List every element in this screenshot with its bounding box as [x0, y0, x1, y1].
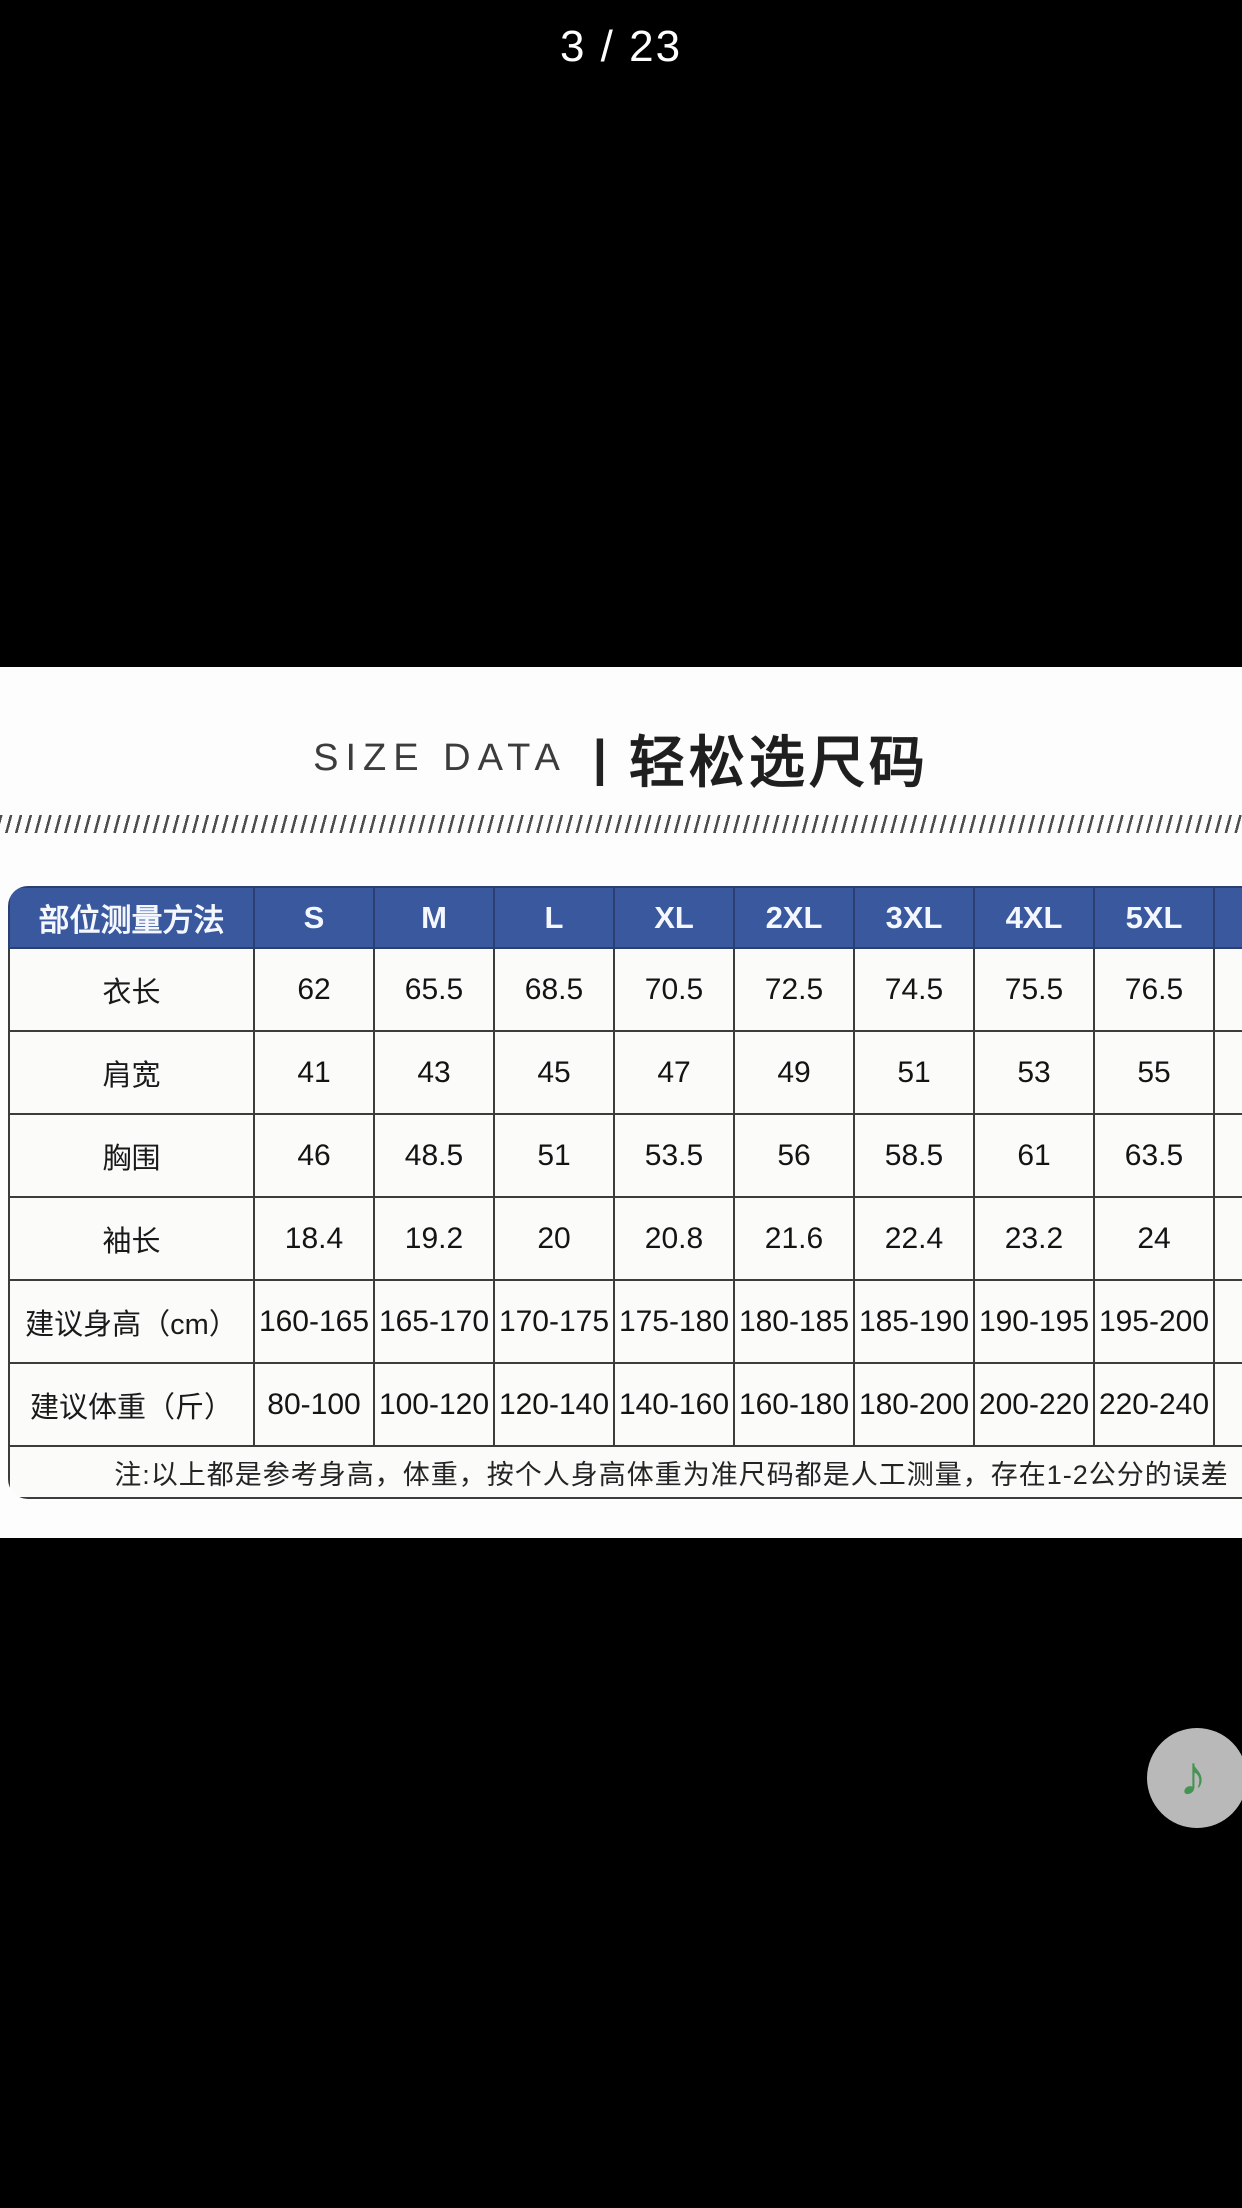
size-header-s: S: [253, 886, 375, 949]
table-cell: 62: [253, 947, 375, 1032]
table-cell: 61: [973, 1113, 1095, 1198]
table-cell: 80-100: [253, 1362, 375, 1447]
table-cell: 75.5: [973, 947, 1095, 1032]
table-cell: 53.5: [613, 1113, 735, 1198]
size-header-3xl: 3XL: [853, 886, 975, 949]
size-table-note-row: 注:以上都是参考身高，体重，按个人身高体重为准尺码都是人工测量，存在1-2公分的…: [8, 1445, 1242, 1499]
table-cell: 140-160: [613, 1362, 735, 1447]
size-table-container: 部位测量方法 S M L XL 2XL 3XL 4XL 5XL 衣长 62 65.5 68.5 70.…: [8, 886, 1242, 1499]
size-header-l: L: [493, 886, 615, 949]
table-cell: 160-180: [733, 1362, 855, 1447]
table-cell: 48.5: [373, 1113, 495, 1198]
table-cell: 175-180: [613, 1279, 735, 1364]
table-cell: 20.8: [613, 1196, 735, 1281]
size-header-2xl: 2XL: [733, 886, 855, 949]
table-cell: 180-185: [733, 1279, 855, 1364]
table-cell: 46: [253, 1113, 375, 1198]
table-cell: 200-220: [973, 1362, 1095, 1447]
table-cell: 74.5: [853, 947, 975, 1032]
table-cell: 23.2: [973, 1196, 1095, 1281]
table-cell: 63.5: [1093, 1113, 1215, 1198]
page-indicator: 3 / 23: [559, 22, 683, 71]
table-cell: 65.5: [373, 947, 495, 1032]
table-cell-clipped: 2: [1213, 1279, 1242, 1364]
table-cell: 68.5: [493, 947, 615, 1032]
table-row: 肩宽 41 43 45 47 49 51 53 55: [8, 1030, 1242, 1115]
table-cell-clipped: [1213, 1030, 1242, 1115]
table-cell-clipped: [1213, 947, 1242, 1032]
size-chart-title: SIZE DATA | 轻松选尺码: [0, 723, 1242, 794]
table-cell: 51: [493, 1113, 615, 1198]
table-cell: 170-175: [493, 1279, 615, 1364]
table-row: 衣长 62 65.5 68.5 70.5 72.5 74.5 75.5 76.5: [8, 947, 1242, 1032]
table-row: 建议身高（cm） 160-165 165-170 170-175 175-180 180-…: [8, 1279, 1242, 1364]
table-cell: 49: [733, 1030, 855, 1115]
row-label: 袖长: [8, 1196, 255, 1281]
table-row: 胸围 46 48.5 51 53.5 56 58.5 61 63.5: [8, 1113, 1242, 1198]
table-cell: 220-240: [1093, 1362, 1215, 1447]
table-cell: 185-190: [853, 1279, 975, 1364]
table-cell: 24: [1093, 1196, 1215, 1281]
table-cell: 72.5: [733, 947, 855, 1032]
table-cell: 76.5: [1093, 947, 1215, 1032]
table-cell-clipped: [1213, 1196, 1242, 1281]
row-label: 建议体重（斤）: [8, 1362, 255, 1447]
table-cell: 165-170: [373, 1279, 495, 1364]
row-label: 建议身高（cm）: [8, 1279, 255, 1364]
table-cell-clipped: 2: [1213, 1362, 1242, 1447]
size-header-5xl: 5XL: [1093, 886, 1215, 949]
table-cell: 20: [493, 1196, 615, 1281]
table-cell: 160-165: [253, 1279, 375, 1364]
table-cell: 47: [613, 1030, 735, 1115]
table-cell: 120-140: [493, 1362, 615, 1447]
table-cell: 100-120: [373, 1362, 495, 1447]
size-table-header-row: 部位测量方法 S M L XL 2XL 3XL 4XL 5XL: [8, 886, 1242, 949]
size-chart-title-zh: 轻松选尺码: [628, 730, 929, 794]
size-header-m: M: [373, 886, 495, 949]
size-table: 部位测量方法 S M L XL 2XL 3XL 4XL 5XL 衣长 62 65.5 68.5 70.…: [8, 886, 1242, 1499]
row-label: 肩宽: [8, 1030, 255, 1115]
title-divider: |: [592, 730, 607, 786]
row-label: 胸围: [8, 1113, 255, 1198]
size-chart-title-en: SIZE DATA: [313, 736, 567, 779]
table-cell: 22.4: [853, 1196, 975, 1281]
table-cell: 21.6: [733, 1196, 855, 1281]
table-cell: 41: [253, 1030, 375, 1115]
table-cell: 19.2: [373, 1196, 495, 1281]
table-cell: 180-200: [853, 1362, 975, 1447]
music-note-icon: ♪: [1179, 1744, 1207, 1807]
table-cell: 51: [853, 1030, 975, 1115]
table-cell: 18.4: [253, 1196, 375, 1281]
size-chart-image: SIZE DATA | 轻松选尺码 部位测量方法 S M L XL 2XL 3XL 4XL 5…: [0, 667, 1242, 1538]
size-header-clipped: [1213, 886, 1242, 949]
size-header-4xl: 4XL: [973, 886, 1095, 949]
table-cell-clipped: [1213, 1113, 1242, 1198]
table-row: 建议体重（斤） 80-100 100-120 120-140 140-160 160-18…: [8, 1362, 1242, 1447]
table-cell: 58.5: [853, 1113, 975, 1198]
size-header-xl: XL: [613, 886, 735, 949]
hatched-divider: [0, 815, 1242, 833]
table-cell: 45: [493, 1030, 615, 1115]
size-table-note: 注:以上都是参考身高，体重，按个人身高体重为准尺码都是人工测量，存在1-2公分的…: [8, 1445, 1242, 1499]
table-cell: 70.5: [613, 947, 735, 1032]
table-cell: 56: [733, 1113, 855, 1198]
table-cell: 43: [373, 1030, 495, 1115]
table-row: 袖长 18.4 19.2 20 20.8 21.6 22.4 23.2 24: [8, 1196, 1242, 1281]
table-cell: 195-200: [1093, 1279, 1215, 1364]
table-cell: 53: [973, 1030, 1095, 1115]
music-button[interactable]: ♪: [1147, 1728, 1242, 1828]
row-label: 衣长: [8, 947, 255, 1032]
size-table-corner-header: 部位测量方法: [8, 886, 255, 949]
table-cell: 190-195: [973, 1279, 1095, 1364]
table-cell: 55: [1093, 1030, 1215, 1115]
